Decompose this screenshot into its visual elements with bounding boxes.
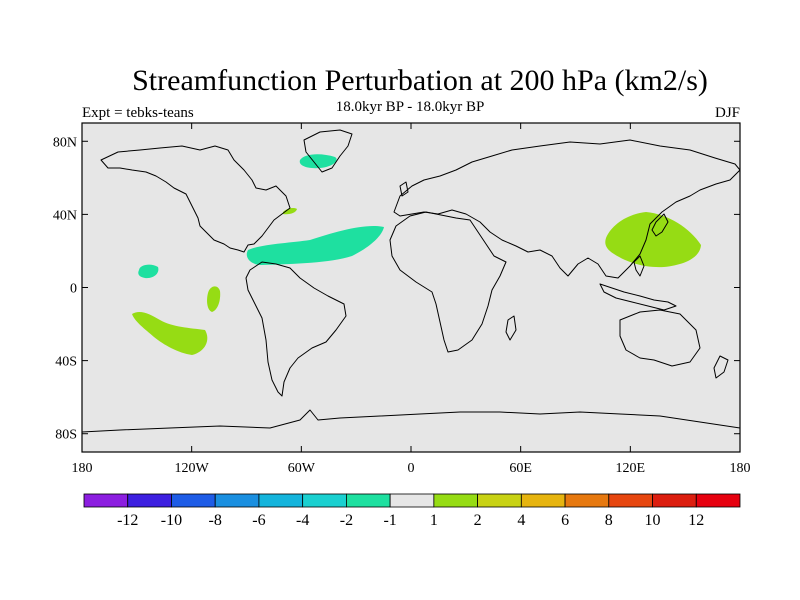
anomaly-greenland-negative: [299, 154, 337, 169]
experiment-label: Expt = tebks-teans: [82, 105, 194, 121]
colorbar-label: -1: [383, 512, 396, 529]
coast-indonesia: [599, 283, 677, 311]
coast-north-america: [100, 145, 291, 253]
coast-antarctica: [82, 409, 740, 433]
y-tick-label: 40N: [53, 208, 77, 223]
coastlines: [82, 129, 740, 433]
colorbar-swatch: [608, 493, 653, 508]
colorbar-label: 12: [688, 512, 704, 529]
colorbar: -12 -10 -8 -6 -4 -2 -1 1 2 4 6 8 10 12: [83, 493, 741, 529]
colorbar-swatch: [302, 493, 347, 508]
y-axis: 80N 40N 0 40S 80S: [53, 135, 740, 443]
colorbar-label: 8: [605, 512, 613, 529]
y-tick-label: 80N: [53, 135, 77, 150]
colorbar-label: 2: [474, 512, 482, 529]
anomaly-east-pacific-positive: [207, 286, 221, 312]
coast-madagascar: [505, 315, 517, 341]
x-tick-label: 120W: [175, 461, 210, 476]
anomaly-layer: [132, 154, 701, 355]
chart-title: Streamfunction Perturbation at 200 hPa (…: [132, 64, 708, 97]
x-tick-label: 60E: [509, 461, 532, 476]
x-tick-label: 120E: [616, 461, 646, 476]
colorbar-swatch: [258, 493, 304, 508]
colorbar-label: -8: [209, 512, 222, 529]
colorbar-swatch: [127, 493, 172, 508]
coast-eurasia: [393, 139, 740, 279]
coast-australia: [619, 309, 701, 367]
x-tick-label: 180: [730, 461, 751, 476]
anomaly-nw-atlantic-positive: [283, 208, 297, 215]
y-tick-label: 80S: [55, 428, 77, 443]
coast-philippines: [633, 255, 645, 277]
colorbar-swatch: [520, 493, 566, 508]
colorbar-label: -6: [252, 512, 265, 529]
map-background: [82, 123, 740, 452]
colorbar-swatch: [171, 493, 216, 508]
colorbar-label: -4: [296, 512, 309, 529]
anomaly-south-pacific-positive: [132, 311, 208, 355]
colorbar-swatch: [477, 493, 522, 508]
colorbar-swatch: [433, 493, 479, 508]
x-tick-label: 60W: [288, 461, 316, 476]
coast-new-zealand: [713, 355, 729, 379]
anomaly-north-atlantic-negative: [246, 226, 384, 265]
colorbar-swatch: [389, 493, 435, 508]
colorbar-swatch: [345, 493, 391, 508]
x-tick-label: 0: [408, 461, 415, 476]
season-label: DJF: [715, 105, 740, 121]
colorbar-swatch: [695, 493, 741, 508]
colorbar-label: 6: [561, 512, 569, 529]
anomaly-hawaii-negative: [138, 264, 159, 279]
y-tick-label: 40S: [55, 355, 77, 370]
colorbar-swatch: [652, 493, 697, 508]
colorbar-label: 10: [645, 512, 661, 529]
coast-greenland: [303, 129, 353, 173]
coast-japan: [651, 213, 669, 237]
x-tick-label: 180: [72, 461, 93, 476]
colorbar-swatch: [214, 493, 260, 508]
colorbar-label: 4: [517, 512, 525, 529]
x-axis: 180 120W 60W 0 60E 120E 180: [72, 123, 751, 476]
chart-subtitle: 18.0kyr BP - 18.0kyr BP: [336, 99, 485, 115]
colorbar-label: 1: [430, 512, 438, 529]
colorbar-swatch: [564, 493, 610, 508]
colorbar-swatch: [83, 493, 129, 508]
coast-british-isles: [399, 181, 409, 197]
anomaly-west-pacific-positive: [605, 212, 701, 268]
colorbar-label: -10: [161, 512, 182, 529]
colorbar-label: -12: [117, 512, 138, 529]
colorbar-label: -2: [340, 512, 353, 529]
coast-south-america: [245, 261, 347, 397]
y-tick-label: 0: [70, 282, 77, 297]
coast-africa: [389, 211, 507, 353]
